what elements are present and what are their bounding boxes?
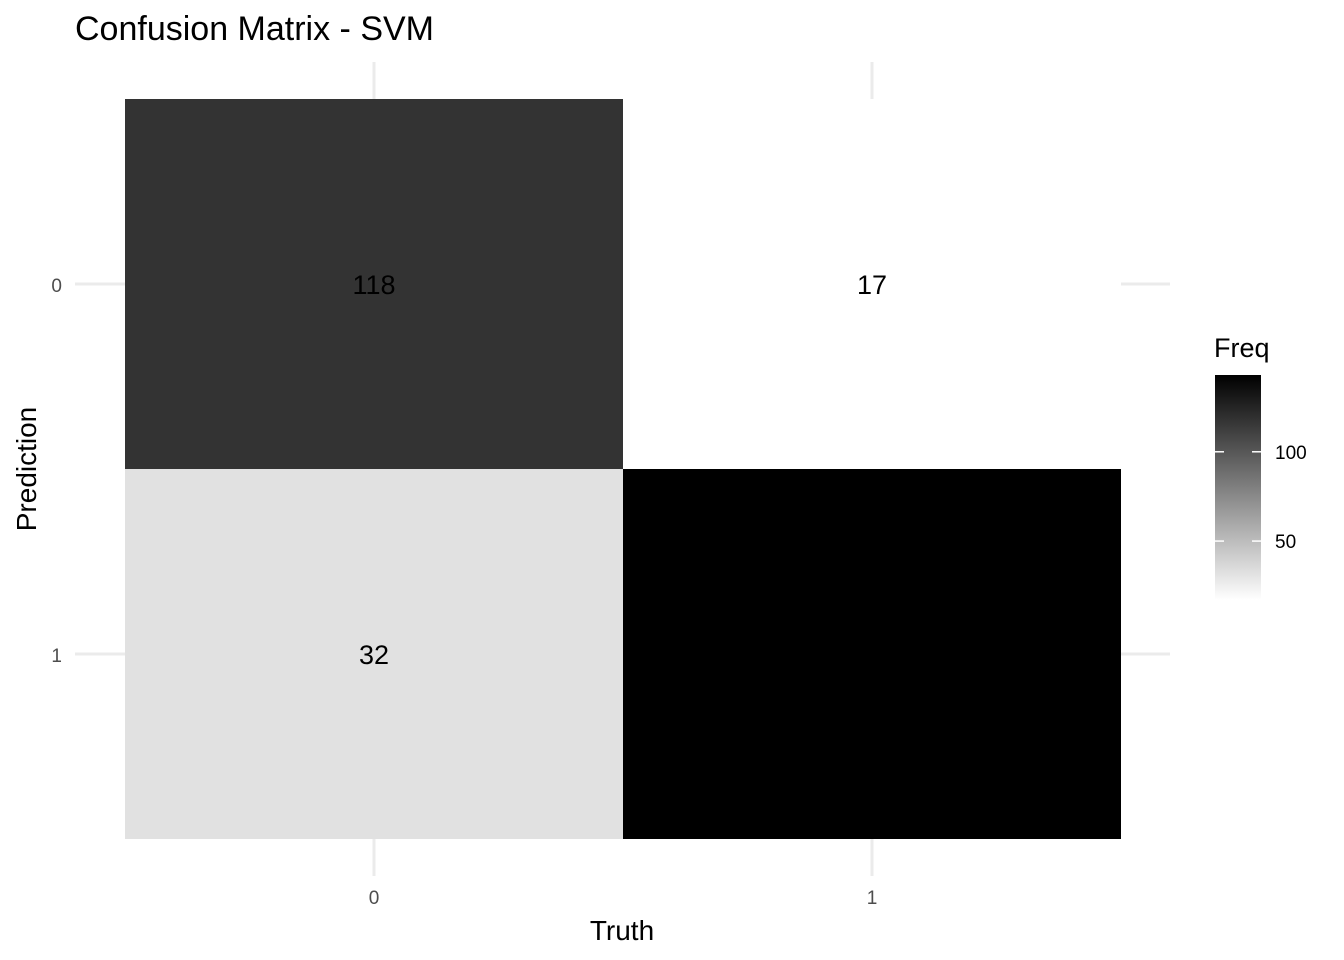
heatmap-cell-truth-0-prediction-0 (125, 99, 623, 469)
cell-value-label: 118 (352, 270, 395, 300)
heatmap-cells (125, 99, 1121, 839)
legend-tick-label: 100 (1275, 443, 1307, 464)
legend-title: Freq (1214, 333, 1270, 363)
y-tick-label-0: 0 (51, 276, 62, 297)
y-tick-label-1: 1 (51, 646, 62, 667)
chart-title: Confusion Matrix - SVM (75, 10, 434, 48)
x-tick-label-0: 0 (369, 888, 380, 909)
cell-value-label: 17 (857, 270, 887, 300)
x-tick-label-1: 1 (867, 888, 878, 909)
legend-ticks: 100 50 (1215, 443, 1307, 553)
cell-labels: 118 17 32 (352, 270, 887, 670)
heatmap-cell-truth-1-prediction-0 (623, 99, 1121, 469)
legend-colorbar (1215, 375, 1261, 600)
legend: Freq 100 50 (1214, 333, 1307, 600)
heatmap-cell-truth-0-prediction-1 (125, 469, 623, 839)
cell-value-label: 32 (359, 640, 389, 670)
y-axis-title: Prediction (11, 407, 42, 532)
heatmap-cell-truth-1-prediction-1 (623, 469, 1121, 839)
legend-tick-label: 50 (1275, 532, 1296, 553)
x-axis-title: Truth (590, 915, 654, 946)
